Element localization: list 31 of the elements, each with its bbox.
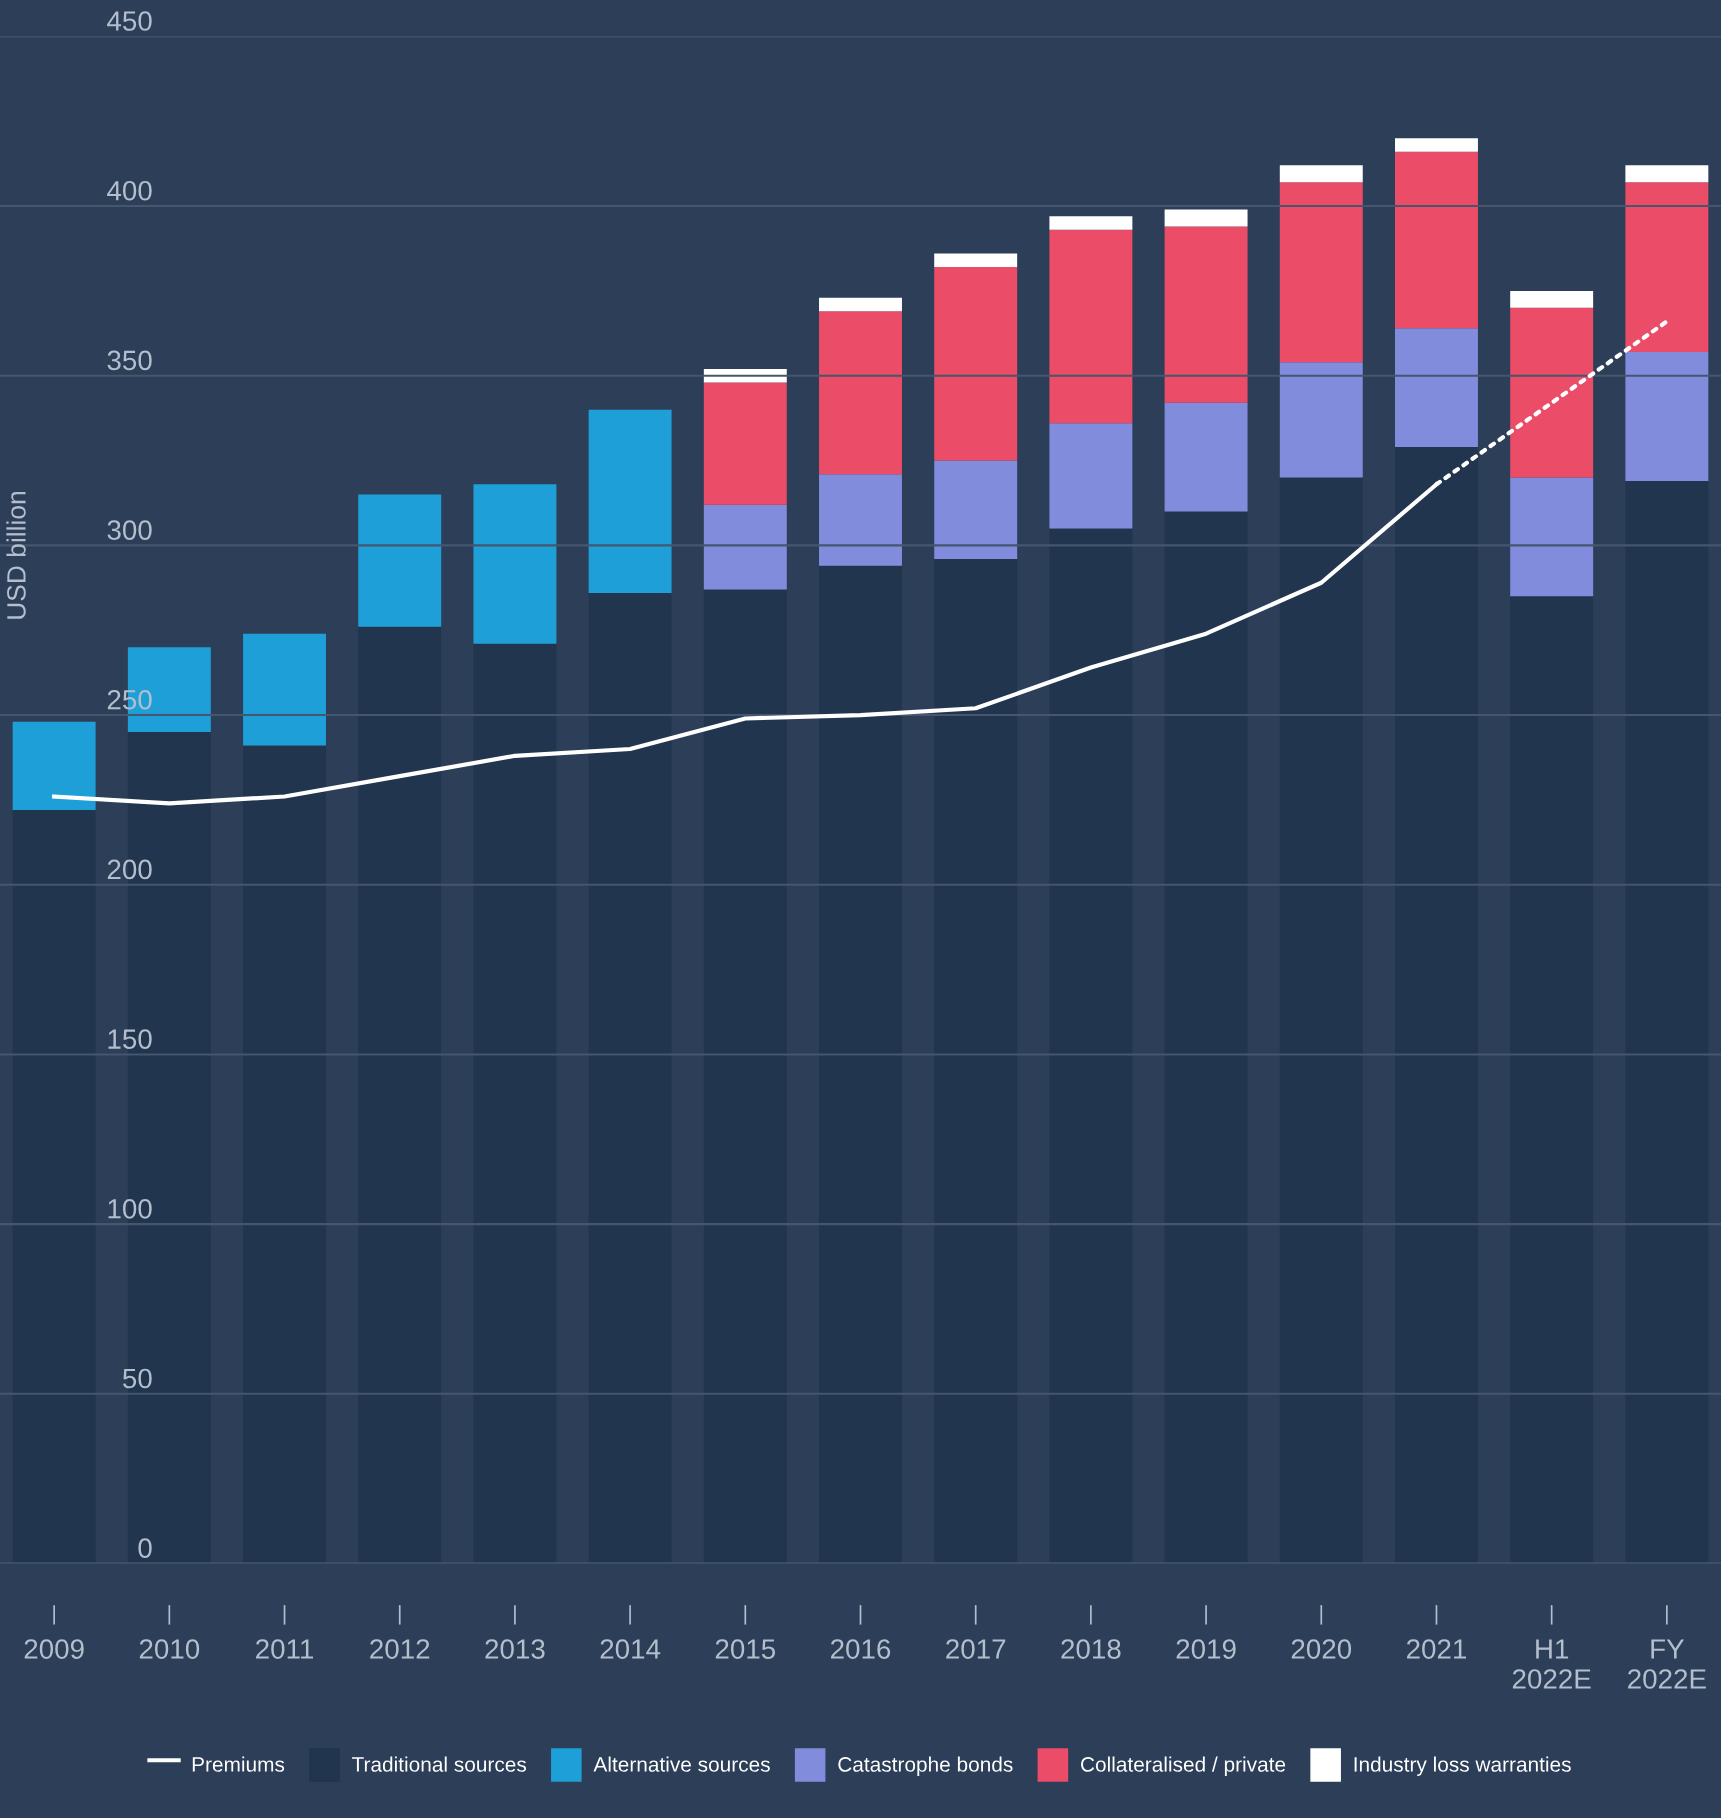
y-tick-label: 200 [107,859,152,880]
y-tick-label: 400 [107,180,152,201]
y-tick-label: 450 [107,11,152,31]
legend-label: Industry loss warranties [1354,1756,1571,1776]
legend-label: Premiums [192,1756,285,1772]
legend-label: Catastrophe bonds [838,1756,1013,1776]
y-tick-label: 100 [108,1198,152,1219]
x-tick-label: 2019 [1176,1639,1236,1659]
x-tick-label: FY 2022E [1628,1639,1706,1689]
x-tick-label: 2020 [1291,1639,1352,1659]
x-tick-label: 2015 [715,1639,776,1659]
x-tick-label: 2009 [24,1639,84,1659]
x-tick-label: H1 2022E [1512,1639,1591,1689]
x-tick-label: 2012 [370,1639,430,1659]
y-axis-title: USD billion [6,492,26,619]
legend-label: Alternative sources [593,1756,770,1772]
x-tick-label: 2013 [485,1639,545,1659]
x-tick-label: 2017 [946,1639,1006,1659]
legend-label: Collateralised / private [1081,1756,1286,1776]
y-tick-label: 350 [107,350,152,371]
y-tick-label: 50 [122,1368,152,1389]
x-tick-label: 2021 [1406,1639,1467,1659]
x-tick-label: 2016 [831,1639,891,1659]
x-tick-label: 2011 [256,1639,314,1659]
x-tick-label: 2018 [1061,1639,1121,1659]
x-tick-label: 2014 [600,1639,661,1659]
legend-label: Traditional sources [352,1756,527,1772]
x-tick-label: 2010 [139,1639,200,1659]
y-tick-label: 300 [107,520,152,540]
y-tick-label: 0 [138,1538,152,1558]
y-tick-label: 150 [108,1029,152,1049]
